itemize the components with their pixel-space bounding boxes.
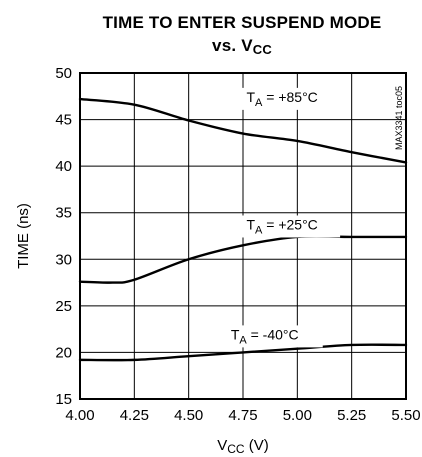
series-label-1: TA = +25°C	[246, 216, 317, 236]
x-axis-label: VCC (V)	[217, 437, 269, 456]
x-tick-label: 5.50	[391, 407, 420, 424]
chart-title-sub: CC	[253, 42, 273, 57]
x-tick-label: 4.75	[228, 407, 257, 424]
series-labels: TA = +85°C TA = +25°C TA = -40°C	[206, 87, 341, 348]
x-tick-label: 4.50	[174, 407, 203, 424]
y-axis-label: TIME (ns)	[15, 203, 32, 269]
series-label-0: TA = +85°C	[246, 89, 317, 109]
series-line-2	[78, 343, 408, 362]
series-lines	[78, 97, 408, 362]
x-axis-ticks: 4.00 4.25 4.50 4.75 5.00 5.25 5.50	[65, 407, 420, 424]
series-label-bg-2	[206, 325, 323, 348]
part-code: MAX3341 toc05	[394, 86, 404, 150]
series-line-1	[78, 235, 408, 284]
y-tick-label: 35	[55, 205, 72, 222]
chart-title-vs: vs. V	[212, 36, 253, 55]
series-label-2: TA = -40°C	[231, 326, 299, 346]
series-line-0	[78, 97, 408, 164]
x-tick-label: 5.00	[283, 407, 312, 424]
y-axis-ticks: 15 20 25 30 35 40 45 50	[55, 65, 72, 408]
series-label-bg-0	[224, 87, 341, 110]
y-tick-label: 50	[55, 65, 72, 82]
x-axis-label-main: V	[217, 437, 227, 454]
chart-title-line1: TIME TO ENTER SUSPEND MODE	[103, 13, 382, 32]
x-tick-label: 4.25	[120, 407, 149, 424]
chart-title-line2: vs. VCC	[212, 36, 272, 57]
x-axis-label-sub: CC	[227, 442, 245, 456]
x-tick-label: 5.25	[337, 407, 366, 424]
y-tick-label: 30	[55, 251, 72, 268]
y-tick-label: 15	[55, 391, 72, 408]
series-label-bg-1	[224, 215, 341, 238]
y-tick-label: 20	[55, 344, 72, 361]
x-tick-label: 4.00	[65, 407, 94, 424]
x-axis-label-unit: (V)	[245, 437, 269, 454]
y-tick-label: 45	[55, 112, 72, 129]
y-tick-label: 25	[55, 298, 72, 315]
y-tick-label: 40	[55, 158, 72, 175]
